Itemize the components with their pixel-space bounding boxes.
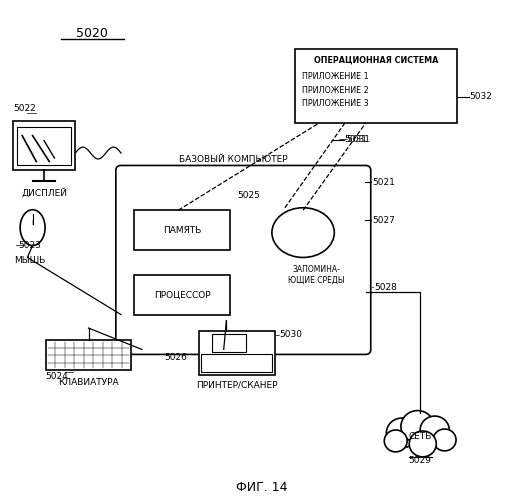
Text: 5024: 5024 [46,372,69,382]
Text: СЕТЬ: СЕТЬ [408,432,432,441]
Text: 5032: 5032 [470,92,493,102]
Text: ЗАПОМИНА-
ЮЩИЕ СРЕДЫ: ЗАПОМИНА- ЮЩИЕ СРЕДЫ [288,265,345,284]
Text: 5031: 5031 [345,135,368,144]
Circle shape [420,416,449,444]
Text: ФИГ. 14: ФИГ. 14 [236,481,287,494]
Text: 5030: 5030 [280,330,303,339]
Bar [17,126,71,166]
Bar [199,330,275,376]
Text: ПРИЛОЖЕНИЕ 1: ПРИЛОЖЕНИЕ 1 [302,72,368,82]
Bar [134,275,230,314]
Text: 5025: 5025 [237,191,260,200]
Text: ПРОЦЕССОР: ПРОЦЕССОР [154,290,210,299]
Ellipse shape [20,210,45,246]
Text: 5028: 5028 [374,283,397,292]
Bar [46,340,131,370]
Text: ПРИЛОЖЕНИЕ 2: ПРИЛОЖЕНИЕ 2 [302,86,368,95]
Bar [295,48,457,123]
Bar [13,120,75,170]
Text: 5026: 5026 [164,353,187,362]
Text: ПАМЯТЬ: ПАМЯТЬ [163,226,201,234]
Circle shape [433,429,456,451]
Text: 5021: 5021 [372,178,395,187]
Text: ПРИНТЕР/СКАНЕР: ПРИНТЕР/СКАНЕР [196,380,278,390]
Text: КЛАВИАТУРА: КЛАВИАТУРА [58,378,119,388]
Text: ПРИЛОЖЕНИЕ 3: ПРИЛОЖЕНИЕ 3 [302,100,368,108]
FancyBboxPatch shape [116,166,371,354]
Circle shape [409,431,436,457]
Circle shape [401,410,434,442]
Text: 5023: 5023 [18,240,41,250]
Circle shape [386,418,417,448]
Text: ДИСПЛЕЙ: ДИСПЛЕЙ [21,188,67,198]
Ellipse shape [272,208,334,258]
Bar [134,210,230,250]
Text: БАЗОВЫЙ КОМПЬЮТЕР: БАЗОВЫЙ КОМПЬЮТЕР [178,156,287,164]
Text: 5027: 5027 [372,216,395,224]
Text: 5020: 5020 [76,27,108,40]
Text: МЫШЬ: МЫШЬ [14,256,46,265]
Text: 5029: 5029 [409,456,431,466]
Text: 5022: 5022 [13,104,36,114]
Circle shape [384,430,407,452]
Text: |: | [31,220,33,226]
Text: —5031: —5031 [338,135,370,144]
Bar [201,354,272,372]
Bar [212,334,246,351]
Text: ОПЕРАЦИОННАЯ СИСТЕМА: ОПЕРАЦИОННАЯ СИСТЕМА [314,56,438,65]
